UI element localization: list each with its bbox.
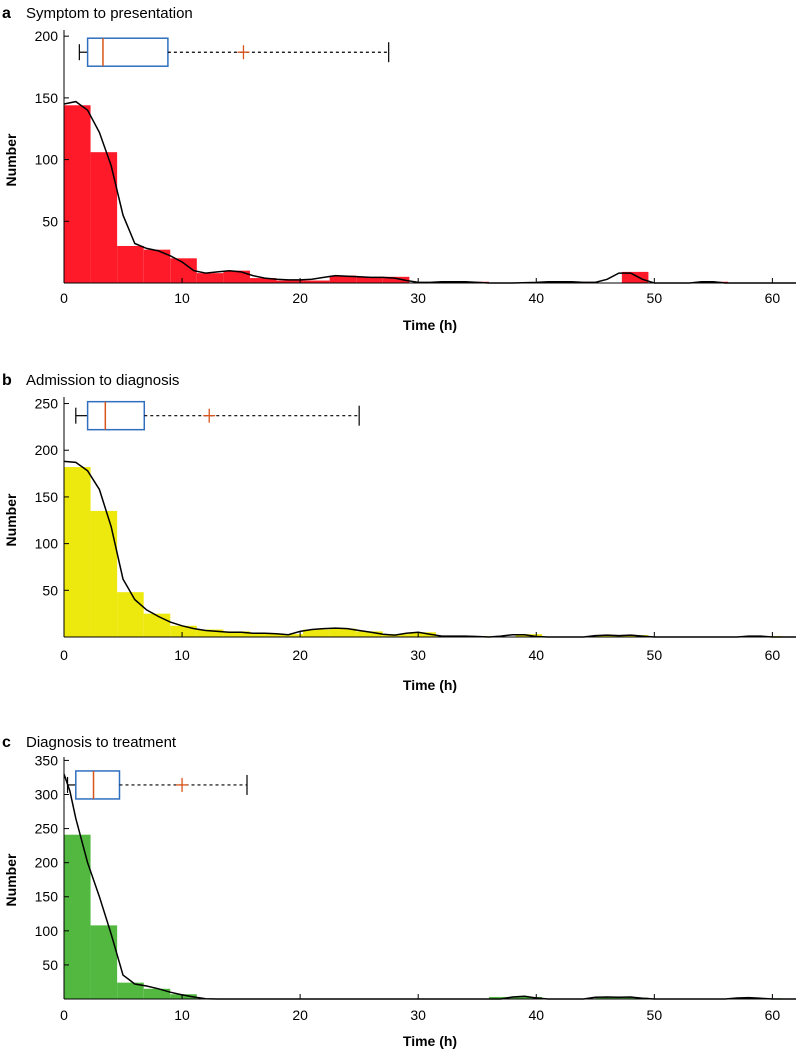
panel-title: Diagnosis to treatment xyxy=(26,734,177,751)
panel-letter: c xyxy=(2,734,11,751)
box-plot xyxy=(75,400,360,431)
histogram-bar xyxy=(621,271,649,283)
x-axis-label: Time (h) xyxy=(403,677,457,693)
y-tick-label: 250 xyxy=(35,396,59,412)
x-tick-label: 30 xyxy=(410,1007,426,1023)
x-tick-label: 0 xyxy=(60,647,68,663)
histogram-bar xyxy=(303,280,330,283)
histogram-bar xyxy=(90,925,118,999)
y-tick-label: 50 xyxy=(42,957,58,973)
histogram-bar xyxy=(382,276,410,283)
histogram-bar xyxy=(276,634,304,637)
histogram-bar xyxy=(356,631,383,637)
y-tick-label: 100 xyxy=(35,536,59,552)
y-tick-label: 200 xyxy=(35,442,59,458)
y-tick-label: 250 xyxy=(35,821,59,837)
y-tick-label: 150 xyxy=(35,90,59,106)
x-tick-label: 20 xyxy=(292,647,308,663)
histogram-bar xyxy=(196,273,224,283)
y-tick-label: 50 xyxy=(42,213,58,229)
histogram-bar xyxy=(595,997,622,999)
box-plot xyxy=(78,37,390,67)
x-tick-label: 50 xyxy=(647,290,663,306)
histogram-bar xyxy=(249,633,277,637)
histogram-bar xyxy=(117,592,144,637)
histogram-bar xyxy=(223,270,250,283)
y-tick-label: 350 xyxy=(35,752,59,768)
histogram-bar xyxy=(143,988,171,999)
x-tick-label: 40 xyxy=(528,290,544,306)
x-tick-label: 60 xyxy=(765,647,781,663)
y-tick-label: 150 xyxy=(35,889,59,905)
histogram-bar xyxy=(64,834,91,999)
y-axis-label: Number xyxy=(3,493,19,546)
histogram-bar xyxy=(356,276,383,283)
y-tick-label: 100 xyxy=(35,923,59,939)
box-iqr xyxy=(86,400,146,431)
x-tick-label: 0 xyxy=(60,290,68,306)
y-tick-label: 150 xyxy=(35,489,59,505)
panel-title: Admission to diagnosis xyxy=(26,372,179,389)
histogram-bar xyxy=(249,278,277,283)
histogram-bar xyxy=(90,510,118,637)
x-tick-label: 60 xyxy=(765,1007,781,1023)
y-axis-label: Number xyxy=(3,133,19,186)
histogram-bar xyxy=(143,249,171,283)
histogram-bar xyxy=(303,629,330,637)
x-tick-label: 60 xyxy=(765,290,781,306)
histogram-bar xyxy=(117,245,144,283)
density-curve xyxy=(63,100,796,284)
y-tick-label: 100 xyxy=(35,152,59,168)
histogram-bar xyxy=(515,996,543,999)
x-tick-label: 10 xyxy=(174,647,190,663)
histogram-bar xyxy=(595,635,622,637)
density-curve xyxy=(63,773,796,1000)
histogram-bar xyxy=(117,982,144,999)
panel-letter: b xyxy=(2,372,12,389)
histogram-bar xyxy=(409,632,436,637)
x-tick-label: 40 xyxy=(528,647,544,663)
histogram-bar xyxy=(329,628,357,637)
panel-letter: a xyxy=(2,5,11,22)
x-tick-label: 10 xyxy=(174,1007,190,1023)
panel-c: c Diagnosis to treatment50100150200250300… xyxy=(2,734,796,1049)
histogram-bar xyxy=(143,613,171,637)
histogram-bar xyxy=(64,105,91,283)
panel-title: Symptom to presentation xyxy=(26,5,193,22)
panel-a: a Symptom to presentation 50 100 150 200 0 10 20… xyxy=(2,5,796,333)
y-tick-label: 50 xyxy=(42,582,58,598)
x-axis-label: Time (h) xyxy=(403,1033,457,1049)
panel-b: b Admission to diagnosis 50 100 150 200 250 0 10… xyxy=(2,372,796,693)
y-tick-label: 200 xyxy=(35,28,59,44)
x-tick-label: 50 xyxy=(647,1007,663,1023)
histogram-bar xyxy=(621,997,649,999)
x-tick-label: 20 xyxy=(292,1007,308,1023)
x-tick-label: 40 xyxy=(528,1007,544,1023)
y-axis-label: Number xyxy=(3,853,19,906)
density-curve xyxy=(63,460,796,638)
box-iqr xyxy=(86,37,169,67)
x-axis-label: Time (h) xyxy=(403,317,457,333)
histogram-bar xyxy=(276,280,304,283)
histogram-bar xyxy=(64,467,91,637)
x-tick-label: 10 xyxy=(174,290,190,306)
box-plot xyxy=(66,770,248,800)
histogram-bar xyxy=(196,629,224,637)
x-tick-label: 30 xyxy=(410,647,426,663)
histogram-bar xyxy=(170,625,197,637)
x-tick-label: 30 xyxy=(410,290,426,306)
box-iqr xyxy=(75,770,121,800)
x-tick-label: 20 xyxy=(292,290,308,306)
histogram-bar xyxy=(223,631,250,637)
histogram-bar xyxy=(170,994,197,999)
y-tick-label: 300 xyxy=(35,786,59,802)
histogram-bar xyxy=(489,996,516,999)
x-tick-label: 0 xyxy=(60,1007,68,1023)
y-tick-label: 200 xyxy=(35,855,59,871)
x-tick-label: 50 xyxy=(647,647,663,663)
histogram-bar xyxy=(329,275,357,283)
